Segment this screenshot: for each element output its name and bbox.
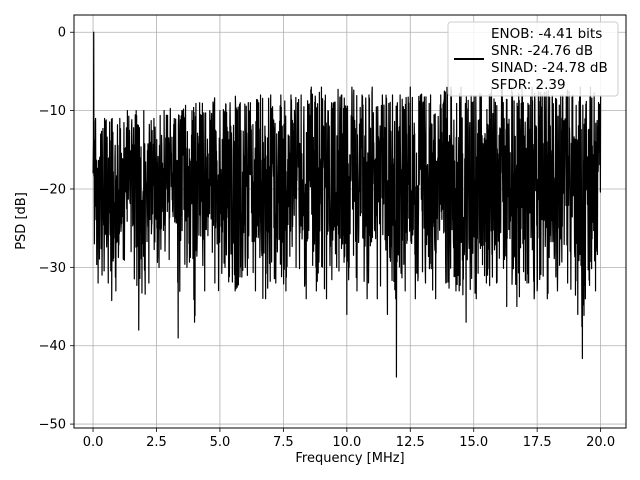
legend-entry-snr: SNR: -24.76 dB xyxy=(491,43,593,59)
x-axis-ticks: 0.0 2.5 5.0 7.5 10.0 12.5 15.0 17.5 20.0 xyxy=(83,428,615,450)
y-axis-ticks: 0 −10 −20 −30 −40 −50 xyxy=(39,26,74,433)
legend-entry-sfdr: SFDR: 2.39 xyxy=(491,77,566,93)
legend-entry-enob: ENOB: -4.41 bits xyxy=(491,26,602,42)
x-axis-label: Frequency [MHz] xyxy=(295,451,404,466)
x-tick-label: 2.5 xyxy=(146,435,167,450)
x-tick-label: 15.0 xyxy=(459,435,488,450)
y-tick-label: 0 xyxy=(58,26,66,41)
y-tick-label: −50 xyxy=(39,418,66,433)
plot-frame xyxy=(73,14,627,429)
y-tick-label: −20 xyxy=(39,182,66,197)
psd-series xyxy=(92,31,602,378)
x-tick-label: 17.5 xyxy=(523,435,552,450)
y-tick-label: −10 xyxy=(39,104,66,119)
legend-entry-sinad: SINAD: -24.78 dB xyxy=(491,60,608,76)
y-tick-label: −30 xyxy=(39,261,66,276)
x-tick-label: 0.0 xyxy=(83,435,104,450)
x-tick-label: 5.0 xyxy=(210,435,231,450)
x-tick-label: 10.0 xyxy=(332,435,361,450)
y-axis-label: PSD [dB] xyxy=(14,192,29,250)
legend-box xyxy=(447,21,619,97)
x-tick-label: 7.5 xyxy=(273,435,294,450)
y-tick-label: −40 xyxy=(39,339,66,354)
x-tick-label: 20.0 xyxy=(586,435,615,450)
legend: ENOB: -4.41 bits SNR: -24.76 dB SINAD: -… xyxy=(447,21,619,97)
psd-trace xyxy=(92,31,602,378)
x-tick-label: 12.5 xyxy=(396,435,425,450)
